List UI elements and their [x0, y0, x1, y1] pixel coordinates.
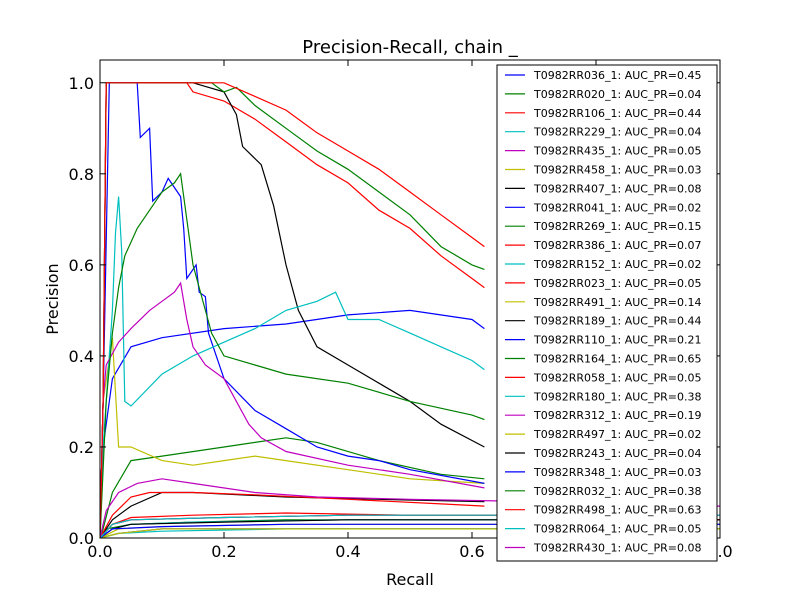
- legend-label: T0982RR269_1: AUC_PR=0.15: [533, 220, 701, 233]
- legend-label: T0982RR036_1: AUC_PR=0.45: [533, 69, 701, 82]
- y-tick-label: 0.2: [69, 438, 94, 457]
- legend-label: T0982RR430_1: AUC_PR=0.08: [533, 542, 701, 555]
- y-tick-label: 0.0: [69, 529, 94, 548]
- legend-label: T0982RR164_1: AUC_PR=0.65: [533, 353, 701, 366]
- series-line-8: [100, 437, 485, 538]
- y-tick-label: 0.8: [69, 165, 94, 184]
- legend-label: T0982RR023_1: AUC_PR=0.05: [533, 277, 701, 290]
- legend-label: T0982RR386_1: AUC_PR=0.07: [533, 239, 701, 252]
- legend-label: T0982RR180_1: AUC_PR=0.38: [533, 390, 701, 403]
- legend-label: T0982RR106_1: AUC_PR=0.44: [533, 107, 701, 120]
- x-tick-label: 0.4: [335, 542, 360, 561]
- legend-label: T0982RR058_1: AUC_PR=0.05: [533, 371, 701, 384]
- legend-label: T0982RR189_1: AUC_PR=0.44: [533, 315, 701, 328]
- x-tick-label: 0.0: [87, 542, 112, 561]
- legend: T0982RR036_1: AUC_PR=0.45 T0982RR020_1: A…: [496, 64, 718, 562]
- x-axis-label: Recall: [386, 570, 434, 589]
- legend-label: T0982RR407_1: AUC_PR=0.08: [533, 182, 701, 195]
- series-line-14: [100, 82, 485, 538]
- legend-label: T0982RR497_1: AUC_PR=0.02: [533, 428, 701, 441]
- legend-label: T0982RR458_1: AUC_PR=0.03: [533, 164, 701, 177]
- legend-label: T0982RR229_1: AUC_PR=0.04: [533, 126, 701, 139]
- axes-frame: [99, 59, 721, 539]
- series-line-9: [100, 491, 485, 538]
- y-tick-label: 0.6: [69, 256, 94, 275]
- series-line-23: [100, 82, 485, 538]
- series-line-18: [100, 281, 485, 538]
- legend-label: T0982RR498_1: AUC_PR=0.63: [533, 504, 701, 517]
- legend-label: T0982RR032_1: AUC_PR=0.38: [533, 485, 701, 498]
- x-tick-label: 0.2: [211, 542, 236, 561]
- series-line-22: [100, 172, 485, 538]
- legend-label: T0982RR243_1: AUC_PR=0.04: [533, 447, 701, 460]
- y-tick-label: 0.4: [69, 347, 94, 366]
- legend-label: T0982RR110_1: AUC_PR=0.21: [533, 334, 701, 347]
- legend-label: T0982RR348_1: AUC_PR=0.03: [533, 466, 701, 479]
- series-line-0: [100, 309, 485, 538]
- legend-box: [496, 64, 718, 562]
- y-axis-label: Precision: [43, 263, 62, 334]
- y-tick-label: 1.0: [69, 74, 94, 93]
- legend-label: T0982RR152_1: AUC_PR=0.02: [533, 258, 701, 271]
- legend-entries: T0982RR036_1: AUC_PR=0.45 T0982RR020_1: A…: [505, 69, 701, 555]
- series-line-17: [100, 196, 485, 538]
- legend-label: T0982RR020_1: AUC_PR=0.04: [533, 88, 701, 101]
- x-tick-label: 0.6: [459, 542, 484, 561]
- legend-label: T0982RR064_1: AUC_PR=0.05: [533, 523, 701, 536]
- legend-label: T0982RR041_1: AUC_PR=0.02: [533, 201, 701, 214]
- legend-label: T0982RR491_1: AUC_PR=0.14: [533, 296, 701, 309]
- chart-title: Precision-Recall, chain _: [302, 37, 518, 58]
- legend-label: T0982RR435_1: AUC_PR=0.05: [533, 145, 701, 158]
- series-line-25: [100, 478, 720, 538]
- legend-label: T0982RR312_1: AUC_PR=0.19: [533, 409, 701, 422]
